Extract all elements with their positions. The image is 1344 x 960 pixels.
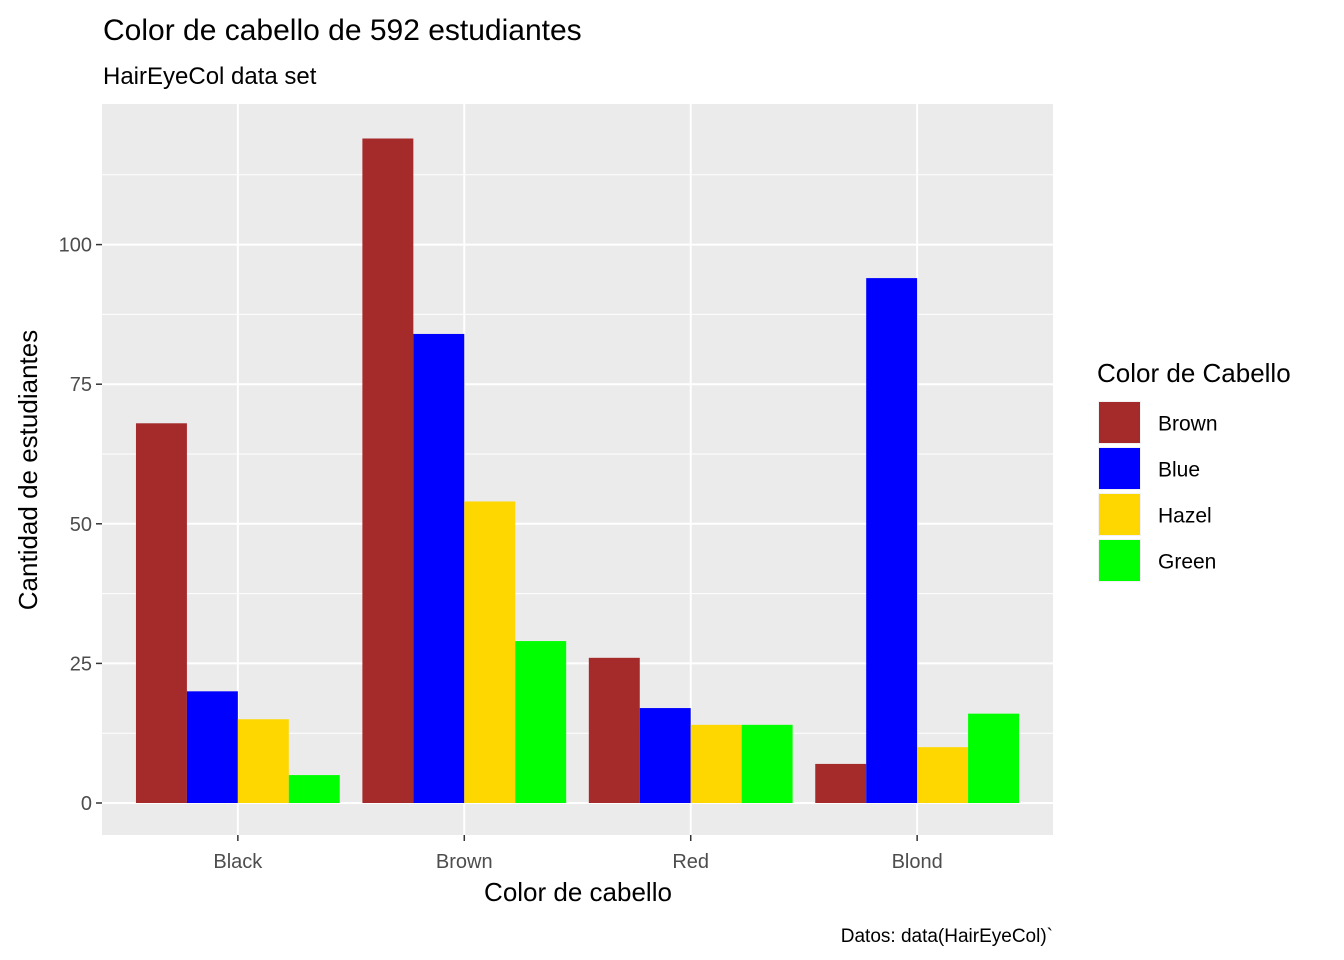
legend: Brown Blue Hazel Green bbox=[1098, 401, 1218, 582]
bar-black-green bbox=[288, 775, 340, 803]
legend-title: Color de Cabello bbox=[1097, 358, 1291, 388]
bars bbox=[135, 138, 1020, 803]
bar-black-blue bbox=[186, 691, 238, 803]
chart-title: Color de cabello de 592 estudiantes bbox=[103, 14, 582, 47]
y-tick-label: 100 bbox=[59, 235, 92, 257]
y-tick-label: 25 bbox=[70, 653, 92, 675]
bar-red-green bbox=[741, 724, 793, 803]
bar-brown-brown bbox=[362, 138, 414, 803]
legend-swatch-brown bbox=[1099, 402, 1140, 443]
chart-subtitle: HairEyeCol data set bbox=[103, 63, 317, 90]
chart-caption: Datos: data(HairEyeCol)` bbox=[841, 926, 1053, 947]
bar-blond-blue bbox=[866, 278, 918, 803]
legend-swatch-green bbox=[1099, 540, 1140, 581]
x-tick-label: Brown bbox=[436, 851, 493, 873]
bar-red-hazel bbox=[690, 724, 742, 803]
legend-swatch-blue bbox=[1099, 448, 1140, 489]
y-tick-label: 50 bbox=[70, 514, 92, 536]
y-axis: 0 25 50 75 100 bbox=[59, 235, 102, 815]
legend-label-hazel: Hazel bbox=[1158, 505, 1212, 528]
bar-blond-brown bbox=[815, 763, 867, 803]
bar-red-brown bbox=[588, 657, 640, 803]
bar-blond-green bbox=[968, 713, 1020, 803]
x-tick-label: Blond bbox=[892, 851, 943, 873]
y-tick-label: 75 bbox=[70, 374, 92, 396]
bar-brown-hazel bbox=[464, 501, 516, 803]
bar-red-blue bbox=[639, 708, 691, 803]
legend-swatch-hazel bbox=[1099, 494, 1140, 535]
x-axis-title: Color de cabello bbox=[484, 877, 672, 907]
y-axis-title: Cantidad de estudiantes bbox=[13, 330, 43, 610]
bar-black-brown bbox=[135, 423, 187, 803]
y-tick-label: 0 bbox=[81, 793, 92, 815]
x-tick-label: Black bbox=[213, 851, 263, 873]
legend-label-brown: Brown bbox=[1158, 413, 1218, 436]
bar-blond-hazel bbox=[917, 747, 969, 803]
bar-black-hazel bbox=[237, 719, 289, 803]
bar-brown-green bbox=[515, 641, 567, 803]
x-tick-label: Red bbox=[672, 851, 709, 873]
bar-brown-blue bbox=[413, 333, 465, 803]
legend-label-blue: Blue bbox=[1158, 459, 1200, 482]
legend-label-green: Green bbox=[1158, 551, 1216, 574]
x-axis: Black Brown Red Blond bbox=[213, 835, 943, 873]
